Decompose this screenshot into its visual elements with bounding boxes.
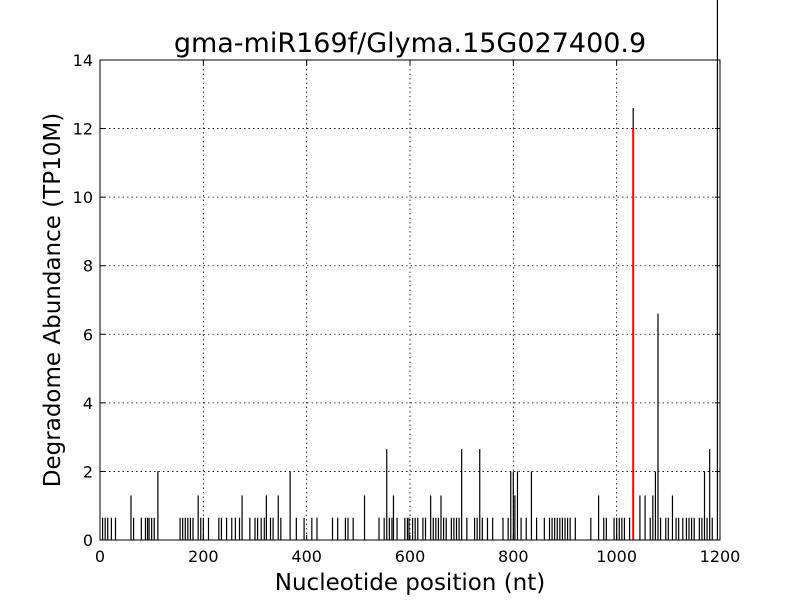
y-tick-label: 10 xyxy=(73,188,93,207)
chart-title: gma-miR169f/Glyma.15G027400.9 xyxy=(174,28,646,59)
x-tick-label: 0 xyxy=(95,547,105,566)
bars-group xyxy=(101,0,719,540)
x-tick-label: 1000 xyxy=(596,547,637,566)
x-tick-label: 800 xyxy=(498,547,529,566)
x-axis-label: Nucleotide position (nt) xyxy=(275,570,545,596)
x-tick-label: 1200 xyxy=(700,547,741,566)
x-axis-ticks: 0 200 400 600 800 1000 1200 xyxy=(95,60,740,566)
x-tick-label: 600 xyxy=(395,547,426,566)
y-axis-label: Degradome Abundance (TP10M) xyxy=(40,113,66,487)
y-tick-label: 12 xyxy=(73,120,93,139)
grid-lines xyxy=(100,60,720,540)
y-tick-label: 0 xyxy=(83,531,93,550)
y-tick-label: 8 xyxy=(83,257,93,276)
x-tick-label: 400 xyxy=(291,547,322,566)
y-axis-ticks: 0 2 4 6 8 10 12 14 xyxy=(73,51,720,550)
x-tick-label: 200 xyxy=(188,547,219,566)
y-tick-label: 4 xyxy=(83,394,93,413)
y-tick-label: 14 xyxy=(73,51,93,70)
y-tick-label: 2 xyxy=(83,462,93,481)
y-tick-label: 6 xyxy=(83,325,93,344)
